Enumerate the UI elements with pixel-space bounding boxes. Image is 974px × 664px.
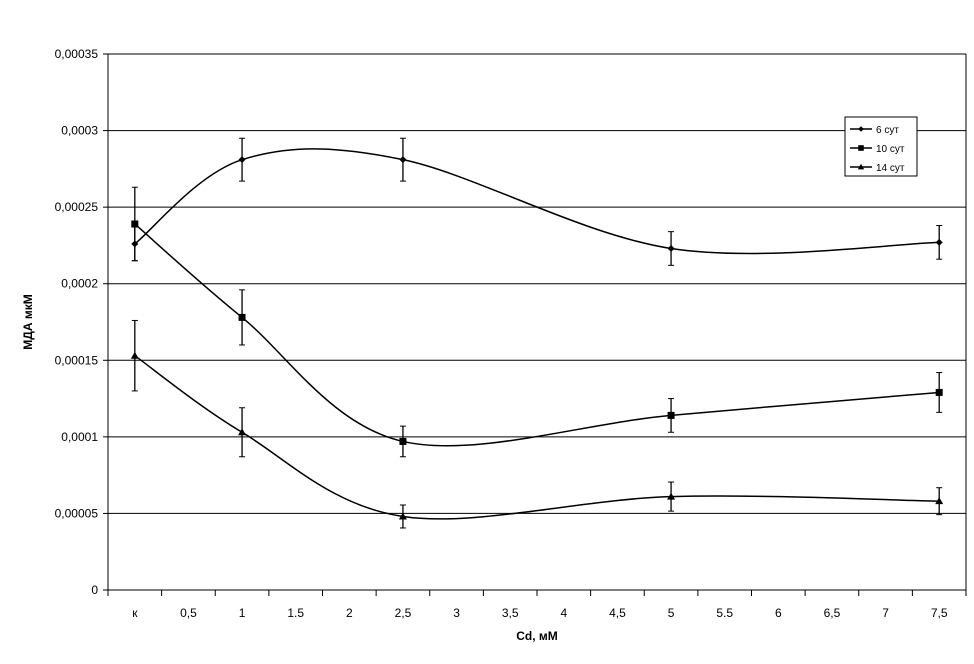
series-line (134, 223, 940, 447)
legend-item: 14 сут (850, 163, 905, 174)
marker-diamond (399, 156, 407, 164)
y-tick-label: 0,0001 (61, 430, 98, 444)
x-tick-label: 6 (775, 606, 782, 620)
marker-square (399, 437, 407, 445)
y-tick-label: 0,00035 (55, 47, 99, 61)
marker-triangle (398, 512, 407, 520)
marker-triangle (667, 492, 676, 500)
legend-item: 10 сут (850, 144, 905, 155)
marker-square (131, 220, 139, 228)
y-axis-ticks: 0 0,00005 0,0001 0,00015 0,0002 0,00025 0,0003… (55, 47, 108, 597)
x-axis-title: Cd, мМ (516, 629, 558, 643)
legend-item: 6 сут (850, 125, 899, 136)
series-1 (131, 186, 943, 458)
x-tick-label: к (132, 606, 138, 620)
x-tick-label: 1 (239, 606, 246, 620)
x-tick-label: 7,5 (931, 606, 948, 620)
series-line (134, 148, 940, 255)
gridlines (108, 53, 966, 514)
y-tick-label: 0,00025 (55, 200, 99, 214)
y-tick-label: 0,00005 (55, 506, 99, 520)
series-group (130, 137, 944, 529)
marker-triangle (238, 428, 247, 436)
x-tick-label: 4 (560, 606, 567, 620)
marker-square (858, 145, 864, 151)
y-tick-label: 0 (91, 583, 98, 597)
legend-box (844, 116, 918, 177)
marker-diamond (238, 156, 246, 164)
legend-label: 10 сут (876, 144, 905, 155)
marker-triangle (857, 163, 865, 170)
x-tick-label: 3 (453, 606, 460, 620)
x-tick-label: 4,5 (609, 606, 626, 620)
x-tick-label: 2 (346, 606, 353, 620)
marker-square (935, 388, 943, 396)
marker-diamond (858, 126, 864, 132)
series-2 (130, 319, 944, 529)
x-tick-label: 0,5 (180, 606, 197, 620)
y-tick-label: 0,00015 (55, 353, 99, 367)
legend-label: 14 сут (876, 163, 905, 174)
x-tick-label: 1.5 (287, 606, 304, 620)
series-line (134, 355, 940, 520)
x-tick-label: 7 (882, 606, 889, 620)
x-tick-label: 5.5 (716, 606, 733, 620)
marker-square (667, 411, 675, 419)
y-tick-label: 0,0003 (61, 124, 98, 138)
legend: 6 сут 10 сут 14 сут (844, 116, 918, 177)
y-axis-title: МДА мкМ (21, 294, 35, 349)
marker-diamond (667, 244, 675, 252)
x-tick-label: 2,5 (395, 606, 412, 620)
x-tick-label: 3,5 (502, 606, 519, 620)
x-tick-label: 6,5 (824, 606, 841, 620)
marker-square (238, 313, 246, 321)
marker-diamond (935, 238, 943, 246)
marker-triangle (130, 351, 139, 359)
x-tick-label: 5 (668, 606, 675, 620)
x-axis-ticks: к 0,5 1 1.5 2 2,5 3 3,5 4 4,5 5 5.5 6 6,5 7 7,5 (107, 590, 967, 620)
y-tick-label: 0,0002 (61, 277, 98, 291)
marker-triangle (935, 497, 944, 505)
legend-label: 6 сут (876, 125, 899, 136)
series-0 (131, 137, 943, 266)
